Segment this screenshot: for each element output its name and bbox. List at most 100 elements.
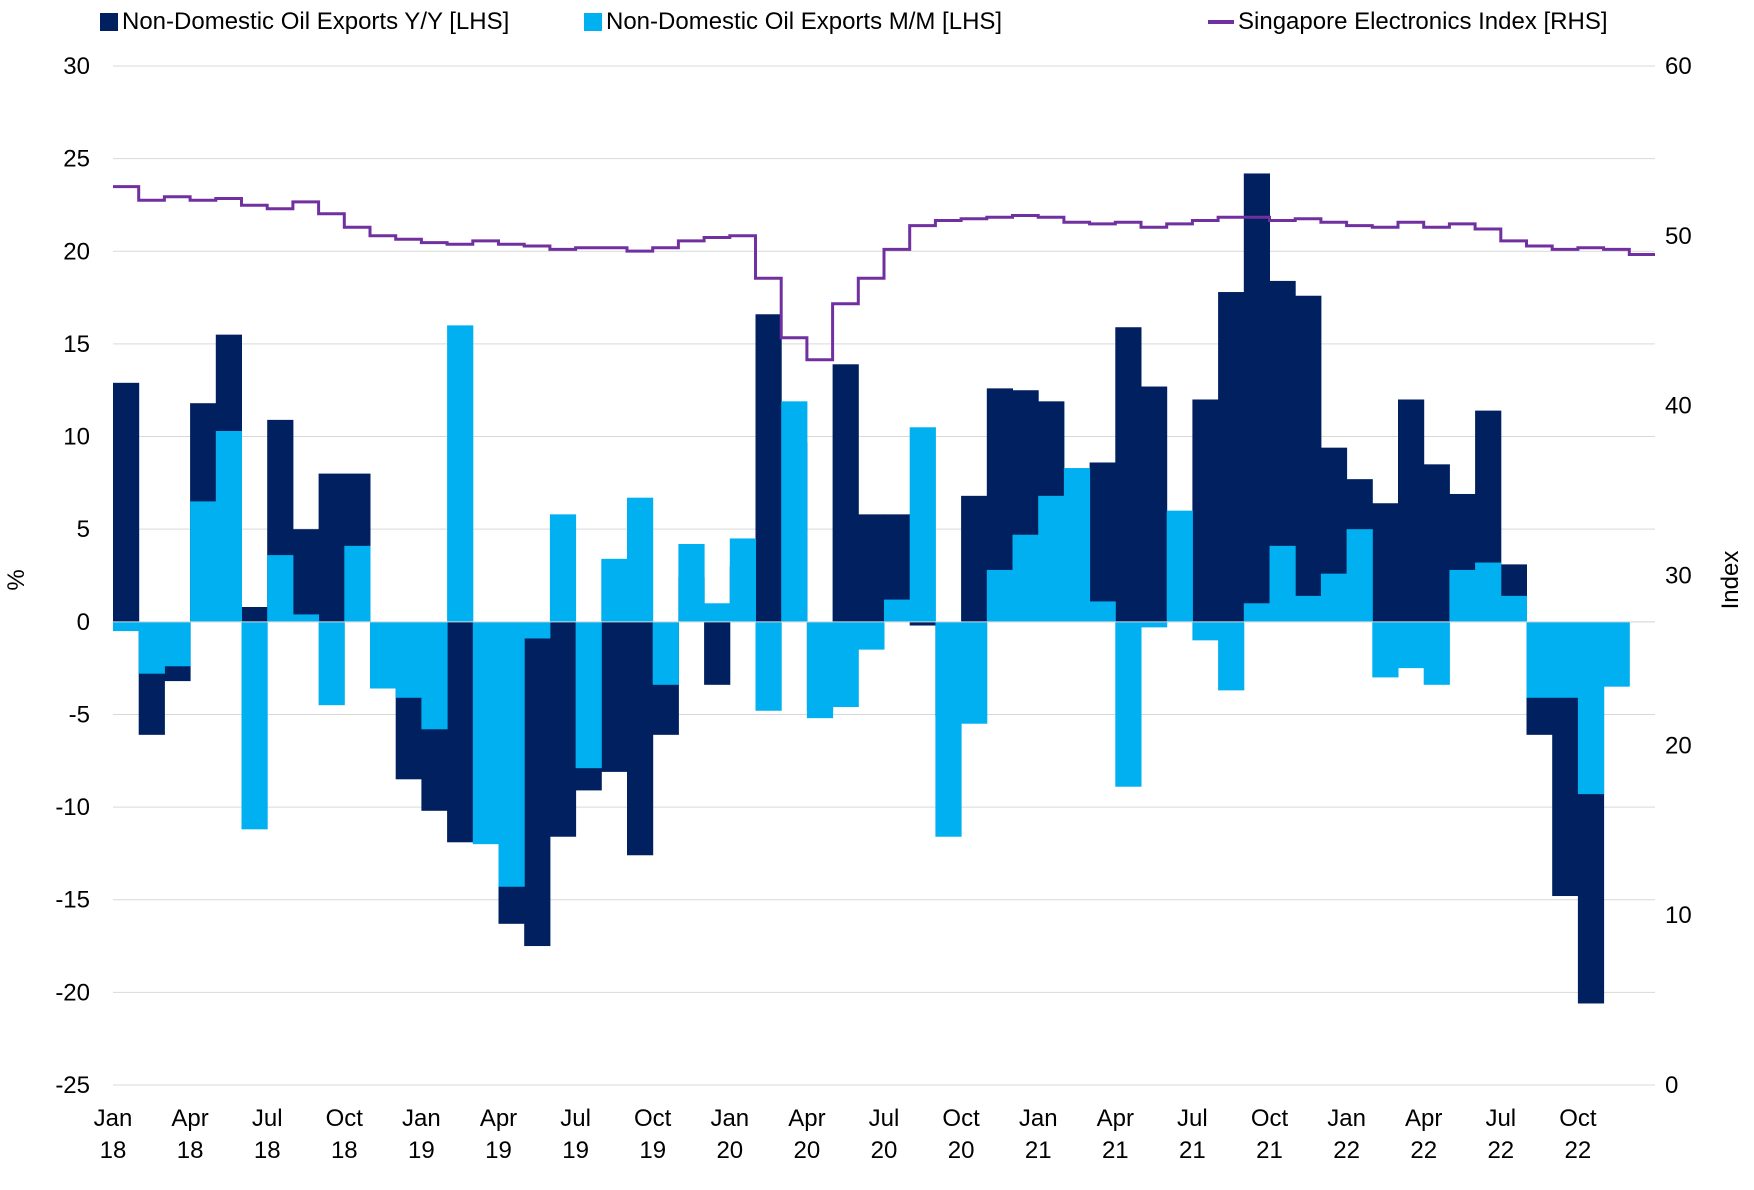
y-right-tick-label: 20 — [1665, 732, 1692, 759]
bar-mm — [1398, 621, 1425, 669]
x-tick-label-month: Oct — [326, 1105, 364, 1132]
bar-mm — [370, 621, 397, 689]
bar-mm — [1115, 621, 1142, 787]
y-right-tick-label: 60 — [1665, 53, 1692, 80]
x-tick-label-month: Apr — [480, 1105, 517, 1132]
legend-item-mm: Non-Domestic Oil Exports M/M [LHS] — [584, 8, 1002, 36]
bar-mm — [986, 569, 1013, 622]
bar-mm — [190, 501, 217, 622]
bar-mm — [1372, 621, 1399, 678]
x-tick-label-year: 20 — [794, 1137, 821, 1164]
bar-mm — [215, 430, 242, 622]
bar-mm — [1526, 621, 1553, 698]
bar-mm — [1218, 621, 1245, 691]
bar-mm — [1243, 603, 1270, 622]
y-left-tick-label: -10 — [55, 794, 90, 821]
bar-yy — [1141, 386, 1168, 622]
bar-mm — [241, 621, 268, 830]
bar-mm — [1192, 621, 1219, 641]
bar-mm — [1320, 573, 1348, 622]
bar-mm — [138, 621, 165, 674]
bar-yy — [241, 606, 268, 622]
x-tick-label-month: Apr — [171, 1105, 208, 1132]
bar-mm — [1423, 621, 1450, 685]
bar-mm — [1475, 562, 1502, 622]
x-tick-label-month: Jan — [402, 1105, 441, 1132]
legend-item-yy: Non-Domestic Oil Exports Y/Y [LHS] — [100, 8, 509, 36]
bar-mm — [1552, 621, 1579, 698]
bar-mm — [806, 621, 834, 719]
x-tick-label-month: Jul — [869, 1105, 900, 1132]
bar-yy — [832, 364, 859, 622]
bar-mm — [1346, 529, 1373, 622]
y-axis-left-title: % — [3, 569, 30, 590]
x-tick-label-year: 22 — [1487, 1137, 1514, 1164]
bar-mm — [678, 544, 705, 622]
y-left-tick-label: 20 — [63, 238, 90, 265]
y-left-tick-label: 10 — [63, 424, 90, 451]
bar-yy — [601, 621, 628, 772]
x-tick-label-year: 21 — [1025, 1137, 1052, 1164]
bar-mm — [1038, 495, 1065, 622]
bar-mm — [832, 621, 859, 708]
x-tick-label-year: 22 — [1333, 1137, 1360, 1164]
y-left-tick-label: -20 — [55, 979, 90, 1006]
index-line — [113, 185, 1655, 362]
bar-mm — [627, 497, 654, 622]
x-tick-label-month: Oct — [1251, 1105, 1289, 1132]
y-left-tick-label: 15 — [63, 331, 90, 358]
x-tick-label-month: Oct — [942, 1105, 980, 1132]
x-tick-label-year: 19 — [639, 1137, 666, 1164]
bar-mm — [113, 621, 140, 632]
bar-mm — [1449, 569, 1476, 622]
legend-swatch-yy — [100, 13, 118, 31]
bar-yy — [961, 495, 988, 622]
x-tick-label-year: 20 — [716, 1137, 743, 1164]
bar-yy — [549, 621, 577, 837]
bar-mm — [652, 621, 679, 685]
bar-mm — [858, 621, 885, 650]
bar-mm — [1063, 468, 1091, 622]
legend-swatch-mm — [584, 13, 602, 31]
x-tick-label-month: Jul — [560, 1105, 591, 1132]
y-left-tick-label: -5 — [69, 701, 90, 728]
bar-mm — [318, 621, 345, 706]
bar-mm — [292, 614, 320, 622]
y-left-tick-label: 25 — [63, 146, 90, 173]
x-tick-label-year: 19 — [485, 1137, 512, 1164]
bar-mm — [1089, 601, 1116, 622]
x-tick-label-month: Oct — [634, 1105, 672, 1132]
legend-swatch-index — [1208, 20, 1234, 24]
axes: 302520151050-5-10-15-20-256050403020100J… — [55, 53, 1691, 1164]
bar-mm — [267, 555, 294, 622]
bar-yy — [1243, 173, 1270, 622]
x-tick-label-month: Jan — [1019, 1105, 1058, 1132]
x-tick-label-month: Jan — [94, 1105, 133, 1132]
x-tick-label-year: 21 — [1256, 1137, 1283, 1164]
x-tick-label-year: 22 — [1410, 1137, 1437, 1164]
bar-yy — [524, 621, 551, 947]
bar-yy — [909, 621, 936, 626]
series-index-line — [113, 185, 1655, 362]
y-left-tick-label: -15 — [55, 887, 90, 914]
bar-yy — [1295, 295, 1322, 622]
bar-mm — [498, 621, 525, 887]
bar-yy — [292, 529, 320, 622]
x-tick-label-month: Jan — [1327, 1105, 1366, 1132]
bar-mm — [447, 325, 474, 622]
bar-yy — [1218, 292, 1245, 622]
bar-mm — [884, 599, 911, 622]
bar-mm — [781, 401, 808, 622]
bar-yy — [1192, 399, 1219, 622]
x-tick-label-month: Apr — [1097, 1105, 1134, 1132]
y-left-tick-label: 5 — [77, 516, 90, 543]
bar-yy — [1115, 327, 1142, 622]
y-right-tick-label: 40 — [1665, 393, 1692, 420]
bar-mm — [704, 603, 731, 622]
bar-mm — [524, 621, 551, 639]
x-tick-label-year: 18 — [100, 1137, 127, 1164]
y-left-tick-label: 30 — [63, 53, 90, 80]
bar-mm — [1295, 595, 1322, 622]
x-tick-label-month: Oct — [1559, 1105, 1597, 1132]
x-tick-label-year: 19 — [562, 1137, 589, 1164]
